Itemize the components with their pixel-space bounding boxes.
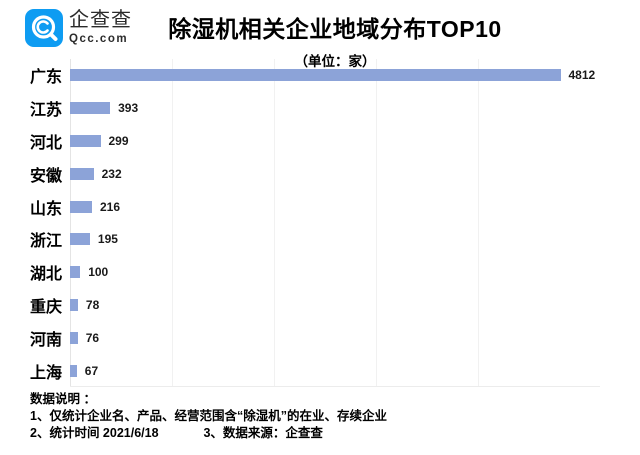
header: 除湿机相关企业地域分布TOP10 （单位：家） bbox=[30, 10, 640, 70]
value-label: 232 bbox=[101, 166, 122, 181]
category-label: 山东 bbox=[29, 200, 62, 218]
data-notes: 数据说明 ： 1、仅统计企业名、产品、经营范围含“除湿机”的在业、存续企业 2、… bbox=[30, 391, 387, 442]
gridline-1000 bbox=[171, 59, 173, 387]
bar-track: 216 bbox=[70, 190, 640, 223]
qcc-logo-text: 企查查 Qcc.com bbox=[69, 10, 132, 46]
bar-track: 195 bbox=[70, 223, 640, 256]
category-label: 浙江 bbox=[29, 233, 62, 251]
chart-row: 江苏 393 bbox=[0, 92, 640, 125]
bar bbox=[70, 331, 78, 344]
bar-track: 299 bbox=[70, 125, 640, 158]
category-label: 湖北 bbox=[29, 266, 62, 284]
bar bbox=[70, 167, 94, 180]
bar-track: 4812 bbox=[70, 59, 640, 92]
chart-rows: 广东 4812 江苏 393 河北 299 安徽 232 山东 216 浙江 195 湖北 100 重庆 78… bbox=[0, 59, 640, 387]
bar-track: 100 bbox=[70, 256, 640, 289]
value-label: 299 bbox=[108, 133, 129, 148]
value-label: 4812 bbox=[568, 68, 596, 83]
note-meta: 2、统计时间 2021/6/18 3、数据来源：企查查 bbox=[30, 425, 387, 442]
qcc-logo-name: 企查查 bbox=[69, 9, 132, 32]
bar-track: 393 bbox=[70, 92, 640, 125]
chart-row: 河南 76 bbox=[0, 321, 640, 354]
category-label: 重庆 bbox=[29, 298, 62, 316]
notes-heading: 数据说明 ： bbox=[30, 392, 96, 406]
bar bbox=[70, 102, 111, 115]
value-label: 216 bbox=[100, 199, 121, 214]
bar bbox=[70, 200, 92, 213]
category-label: 河南 bbox=[29, 331, 62, 349]
qcc-logo-icon bbox=[25, 9, 63, 47]
value-label: 195 bbox=[97, 232, 118, 247]
unit-label: （单位：家） bbox=[294, 54, 376, 69]
chart-row: 重庆 78 bbox=[0, 289, 640, 322]
qcc-logo-domain: Qcc.com bbox=[69, 33, 129, 46]
category-label: 上海 bbox=[29, 364, 62, 382]
gridline-3000 bbox=[375, 59, 377, 387]
bar-chart: 广东 4812 江苏 393 河北 299 安徽 232 山东 216 浙江 195 湖北 100 重庆 78… bbox=[0, 59, 640, 387]
bar-track: 232 bbox=[70, 157, 640, 190]
value-label: 76 bbox=[85, 330, 100, 345]
chart-gridlines bbox=[70, 59, 600, 387]
bar bbox=[70, 266, 81, 279]
bar bbox=[70, 233, 90, 246]
note-scope: 1、仅统计企业名、产品、经营范围含“除湿机”的在业、存续企业 bbox=[30, 409, 387, 423]
gridline-2000 bbox=[273, 59, 275, 387]
qcc-logo: 企查查 Qcc.com bbox=[25, 9, 132, 47]
bar bbox=[70, 298, 78, 311]
chart-row: 湖北 100 bbox=[0, 256, 640, 289]
gridline-4000 bbox=[477, 59, 479, 387]
bar-track: 78 bbox=[70, 289, 640, 322]
category-label: 河北 bbox=[29, 134, 62, 152]
chart-row: 广东 4812 bbox=[0, 59, 640, 92]
value-label: 393 bbox=[118, 101, 139, 116]
chart-row: 山东 216 bbox=[0, 190, 640, 223]
bar bbox=[70, 364, 77, 377]
category-label: 广东 bbox=[29, 69, 62, 87]
value-label: 100 bbox=[88, 265, 109, 280]
bar bbox=[70, 69, 561, 82]
chart-row: 浙江 195 bbox=[0, 223, 640, 256]
y-axis-line bbox=[70, 59, 71, 387]
x-axis-line bbox=[70, 386, 600, 387]
value-label: 78 bbox=[85, 297, 100, 312]
chart-row: 上海 67 bbox=[0, 354, 640, 387]
chart-row: 安徽 232 bbox=[0, 157, 640, 190]
page-title: 除湿机相关企业地域分布TOP10 bbox=[168, 16, 502, 42]
note-source: 3、数据来源：企查查 bbox=[203, 426, 323, 440]
bar-track: 76 bbox=[70, 321, 640, 354]
bar bbox=[70, 134, 101, 147]
chart-row: 河北 299 bbox=[0, 125, 640, 158]
category-label: 安徽 bbox=[29, 167, 62, 185]
bar-track: 67 bbox=[70, 354, 640, 387]
category-label: 江苏 bbox=[29, 102, 62, 120]
value-label: 67 bbox=[84, 363, 99, 378]
note-date: 2、统计时间 2021/6/18 bbox=[30, 426, 159, 440]
